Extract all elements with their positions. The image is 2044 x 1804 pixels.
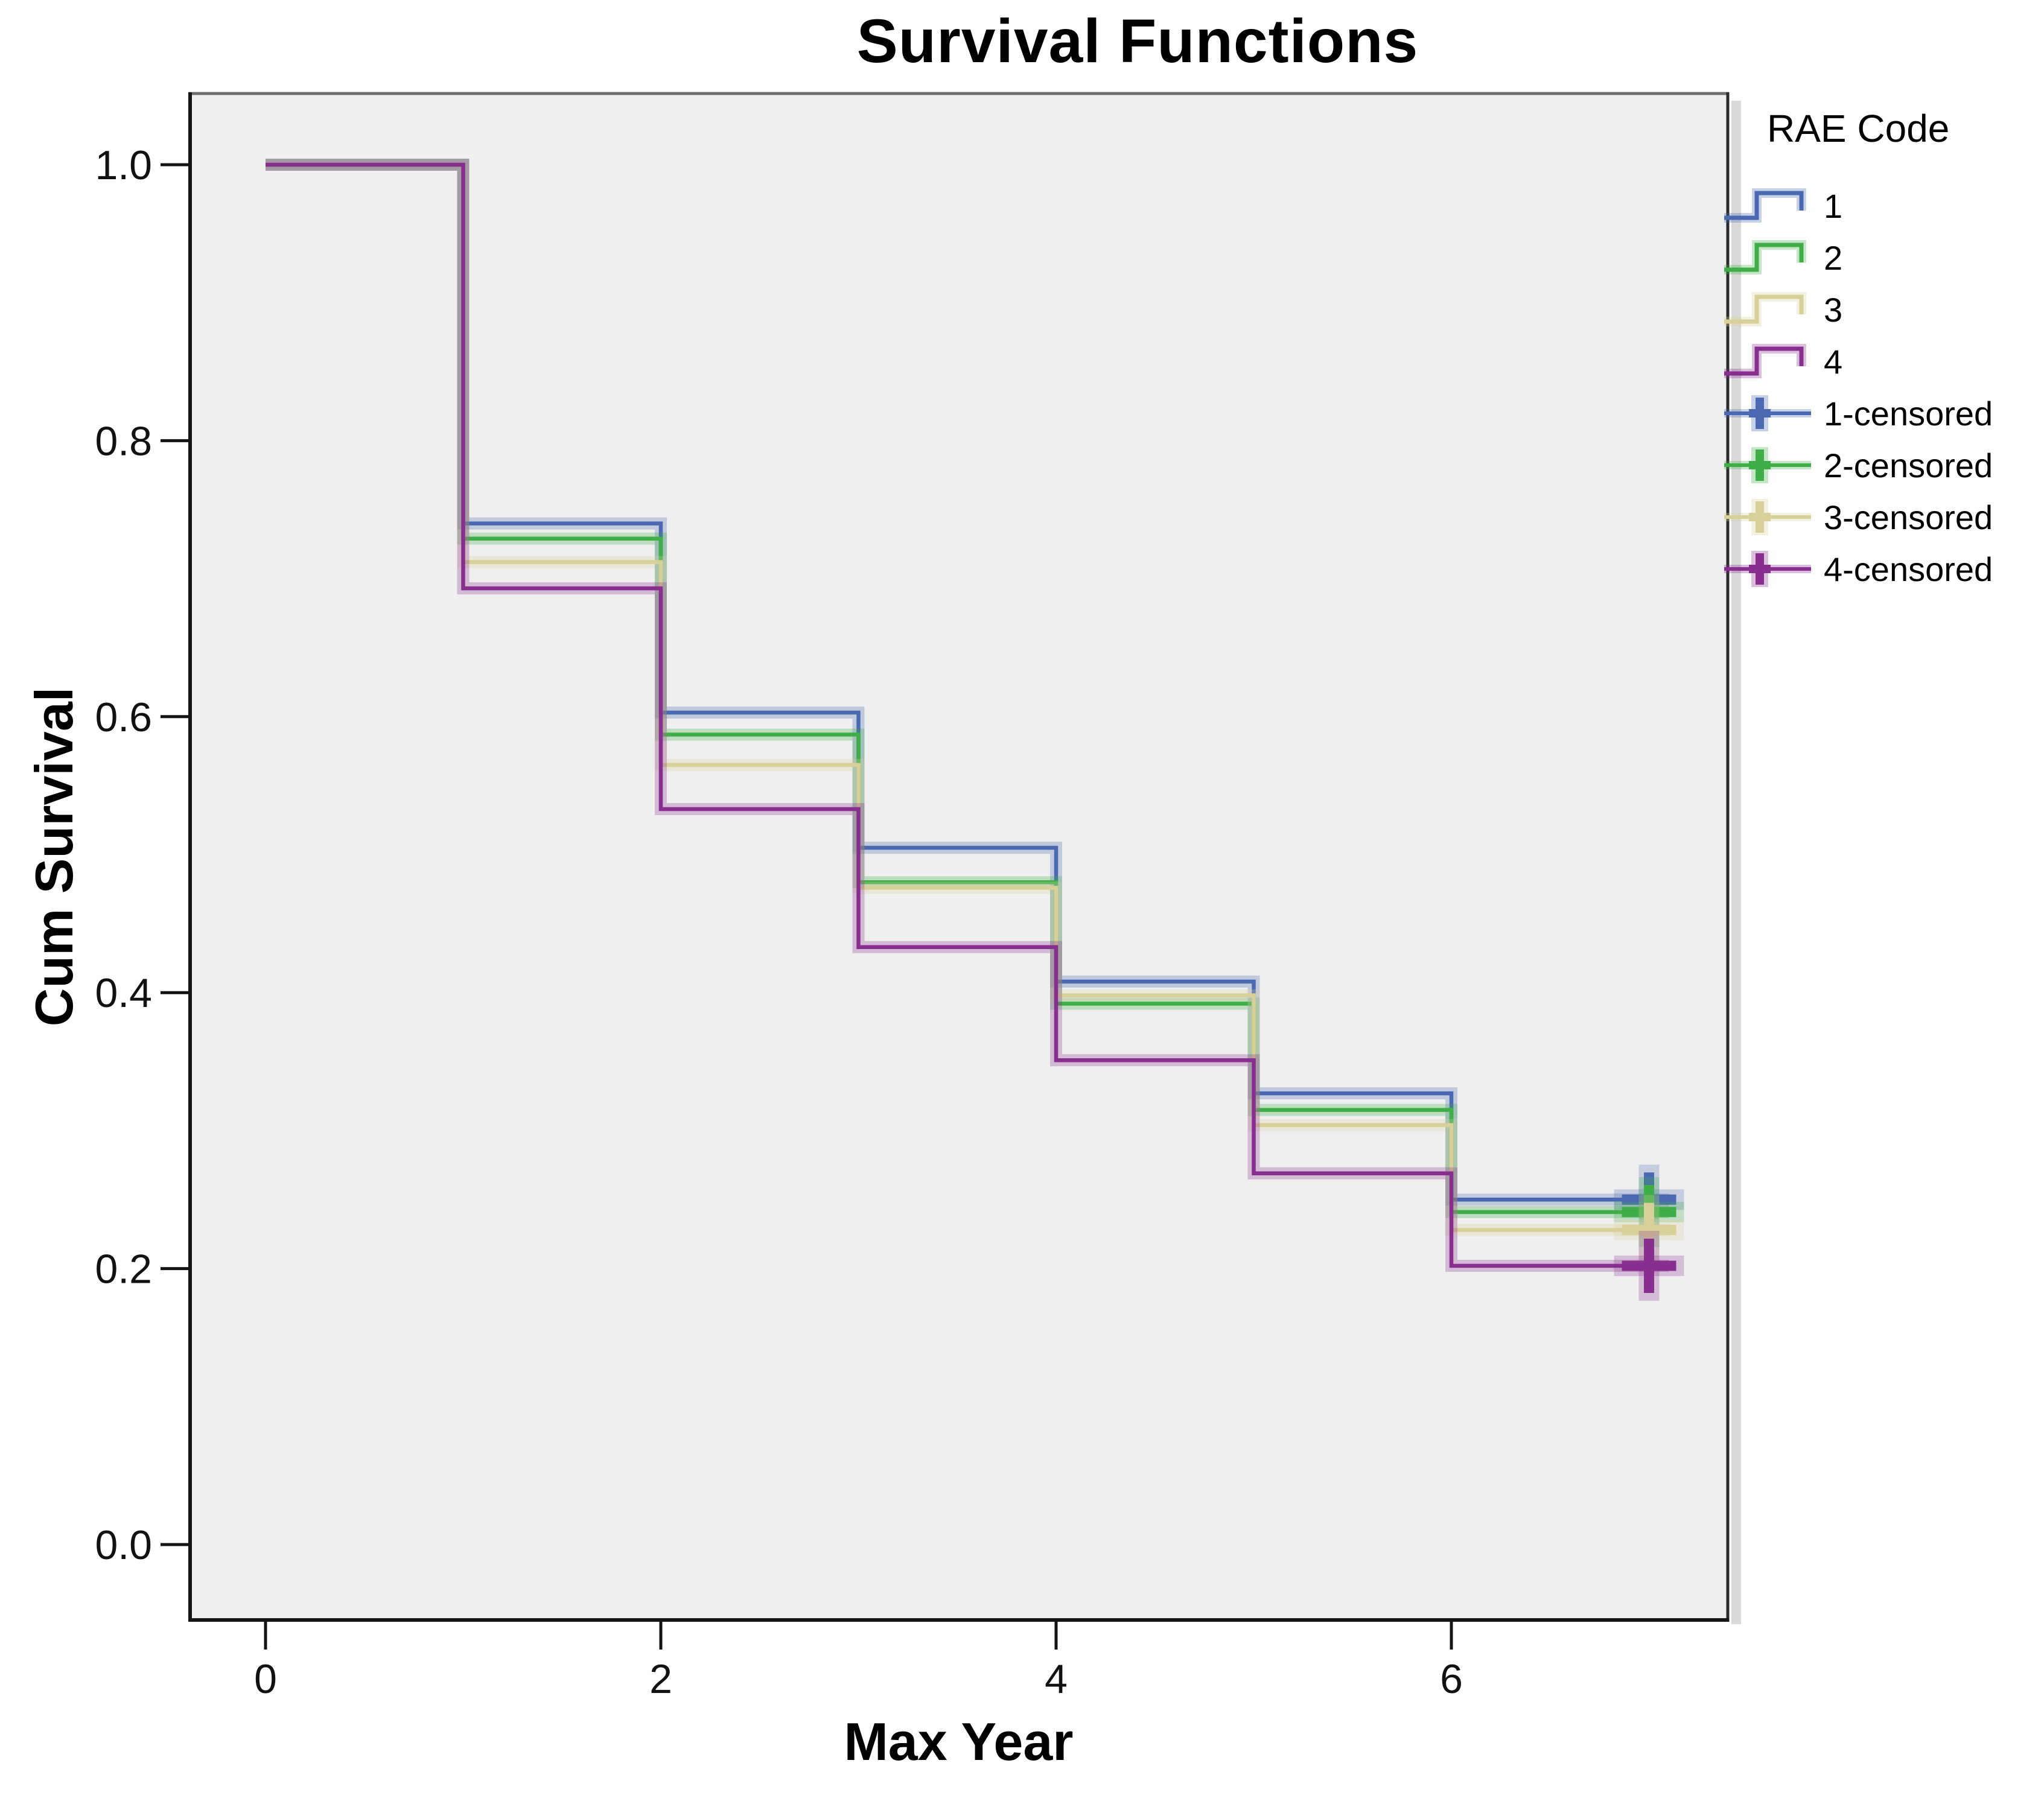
legend-item-3: 3: [1722, 284, 2044, 335]
x-tick-label: 4: [1045, 1656, 1068, 1702]
survival-curve-2: [266, 162, 1669, 1215]
chart-title: Survival Functions: [856, 7, 1419, 75]
panel-shadow: [1731, 101, 1741, 1624]
x-tick-label: 2: [649, 1656, 672, 1702]
legend-item-2-censored: 2-censored: [1722, 439, 2044, 491]
y-tick-label: 0.6: [95, 694, 152, 740]
legend: RAE Code 1 2 3 4 1-censored 2-censored 3-censo…: [1722, 106, 2044, 595]
legend-item-2: 2: [1722, 232, 2044, 284]
step-glyph-glow: [1724, 240, 1806, 275]
legend-step-icon-4: [1724, 344, 1806, 378]
legend-item-label: 2-censored: [1824, 446, 1993, 484]
legend-censored-icon-3: [1724, 499, 1811, 535]
legend-item-label: 1-censored: [1824, 394, 1993, 433]
step-glyph: [1724, 243, 1804, 272]
legend-item-4-censored: 4-censored: [1722, 543, 2044, 595]
legend-item-4: 4: [1722, 335, 2044, 387]
legend-step-icon-3: [1724, 292, 1806, 326]
legend-item-label: 3: [1824, 290, 1843, 329]
survival-curve-4: [266, 162, 1669, 1268]
legend-step-icon-2: [1724, 240, 1806, 275]
legend-censored-icon-2: [1724, 447, 1811, 483]
y-tick-label: 0.2: [95, 1247, 152, 1292]
step-glyph-glow: [1724, 292, 1806, 326]
y-tick-label: 0.0: [95, 1522, 152, 1568]
legend-item-label: 3-censored: [1824, 498, 1993, 536]
survival-curve-1: [266, 162, 1669, 1202]
x-tick-label: 0: [254, 1656, 277, 1702]
x-tick-label: 6: [1440, 1656, 1463, 1702]
legend-item-label: 2: [1824, 238, 1843, 277]
legend-item-1-censored: 1-censored: [1722, 387, 2044, 439]
step-glyph: [1724, 346, 1804, 376]
step-glyph-glow: [1724, 344, 1806, 378]
legend-title: RAE Code: [1767, 107, 1950, 150]
step-glyph: [1724, 294, 1804, 324]
x-axis-title: Max Year: [844, 1712, 1074, 1771]
y-tick-label: 1.0: [95, 142, 152, 188]
legend-item-label: 4-censored: [1824, 550, 1993, 588]
legend-item-label: 4: [1824, 342, 1843, 381]
y-tick-label: 0.4: [95, 970, 152, 1016]
legend-item-3-censored: 3-censored: [1722, 491, 2044, 543]
legend-item-label: 1: [1824, 186, 1843, 225]
plot-panel: [188, 92, 1729, 1622]
step-glyph: [1724, 191, 1804, 220]
legend-item-1: 1: [1722, 180, 2044, 232]
step-glyph-glow: [1724, 188, 1806, 223]
legend-step-icon-1: [1724, 188, 1806, 223]
legend-censored-icon-1: [1724, 395, 1811, 431]
legend-censored-icon-4: [1724, 551, 1811, 587]
y-tick-label: 0.8: [95, 418, 152, 464]
legend-items: 1 2 3 4 1-censored 2-censored 3-censored 4-cens…: [1722, 180, 2044, 595]
survival-curve-3: [266, 162, 1669, 1232]
